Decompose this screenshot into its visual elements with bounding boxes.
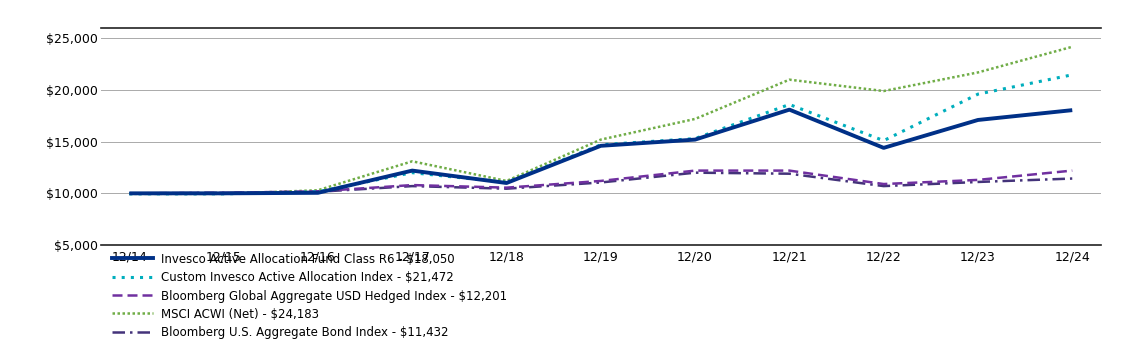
- Legend: Invesco Active Allocation Fund Class R6 - $18,050, Custom Invesco Active Allocat: Invesco Active Allocation Fund Class R6 …: [107, 248, 512, 344]
